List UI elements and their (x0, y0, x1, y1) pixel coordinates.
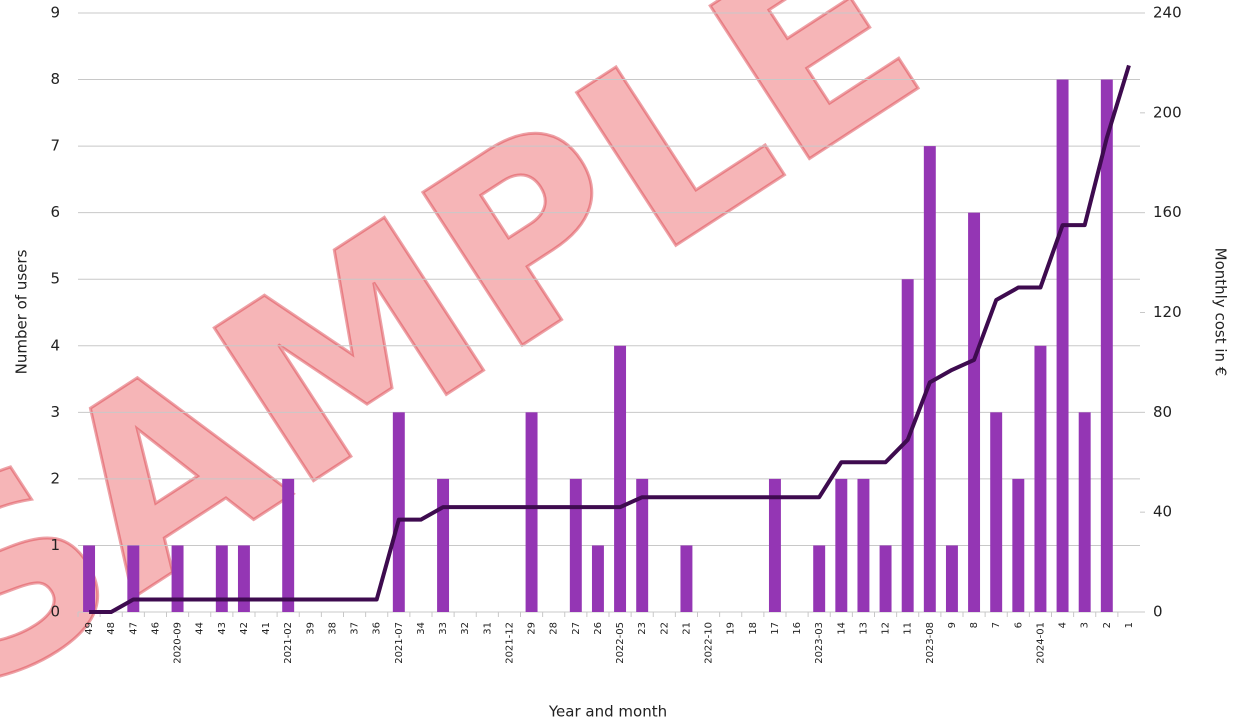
bar (945, 545, 958, 612)
x-tick-label: 28 (549, 622, 560, 635)
x-tick-label: 49 (84, 622, 95, 635)
y2-tick-label: 40 (1153, 503, 1172, 521)
x-tick-label: 34 (416, 622, 427, 635)
bar (525, 412, 538, 612)
bar (83, 545, 96, 612)
bar (392, 412, 405, 612)
x-tick-label: 44 (195, 622, 206, 635)
x-tick-label: 26 (593, 622, 604, 635)
x-tick-label: 11 (903, 622, 914, 635)
x-tick-label: 29 (527, 622, 538, 635)
y-tick-label: 9 (50, 4, 60, 22)
x-tick-label: 2021-07 (394, 622, 405, 664)
bar (1100, 79, 1113, 613)
y-tick-label: 1 (50, 536, 60, 554)
x-tick-label: 2024-01 (1035, 622, 1046, 664)
bar (614, 345, 627, 612)
x-tick-label: 32 (460, 622, 471, 635)
bar (857, 478, 870, 612)
bar (1078, 412, 1091, 612)
bar (437, 478, 450, 612)
x-tick-label: 1 (1124, 622, 1135, 628)
x-tick-label: 23 (637, 622, 648, 635)
y-tick-label: 5 (50, 270, 60, 288)
bar (923, 146, 936, 612)
bar (171, 545, 184, 612)
y2-tick-label: 200 (1153, 103, 1182, 121)
bar (215, 545, 228, 612)
y2-tick-label: 160 (1153, 203, 1182, 221)
bar (680, 545, 693, 612)
x-tick-label: 46 (150, 622, 161, 635)
x-tick-label: 2023-08 (925, 622, 936, 664)
bar (127, 545, 140, 612)
y2-axis-title: Monthly cost in € (1212, 248, 1230, 377)
y-tick-label: 2 (50, 469, 60, 487)
x-tick-label: 6 (1013, 622, 1024, 628)
y2-tick-label: 80 (1153, 403, 1172, 421)
bar (1056, 79, 1069, 613)
x-tick-label: 39 (305, 622, 316, 635)
bar (1012, 478, 1025, 612)
x-tick-label: 42 (239, 622, 250, 635)
x-tick-label: 13 (858, 622, 869, 635)
x-tick-label: 38 (327, 622, 338, 635)
x-tick-label: 27 (571, 622, 582, 635)
x-axis-title: Year and month (548, 703, 667, 721)
bar (591, 545, 604, 612)
x-tick-label: 22 (659, 622, 670, 635)
y-tick-label: 7 (50, 137, 60, 155)
x-tick-label: 2022-05 (615, 622, 626, 664)
x-tick-label: 8 (969, 622, 980, 628)
y2-tick-label: 240 (1153, 4, 1182, 22)
bar (1034, 345, 1047, 612)
x-tick-label: 31 (482, 622, 493, 635)
bar (768, 478, 781, 612)
x-tick-label: 17 (770, 622, 781, 635)
bar (901, 279, 914, 612)
line (89, 64, 1131, 614)
y2-tick-label: 120 (1153, 303, 1182, 321)
bar (282, 478, 295, 612)
x-tick-label: 2020-09 (173, 622, 184, 664)
x-tick-label: 12 (881, 622, 892, 635)
x-tick-label: 37 (350, 622, 361, 635)
x-tick-label: 14 (836, 622, 847, 635)
x-tick-label: 21 (681, 622, 692, 635)
x-tick-label: 41 (261, 622, 272, 635)
y-axis-title: Number of users (13, 249, 31, 374)
x-tick-label: 47 (128, 622, 139, 635)
x-tick-label: 2021-12 (504, 622, 515, 664)
x-tick-label: 2 (1102, 622, 1113, 628)
bar (636, 478, 649, 612)
bar (569, 478, 582, 612)
x-tick-label: 4 (1058, 622, 1069, 628)
x-tick-label: 2021-02 (283, 622, 294, 664)
y-tick-label: 4 (50, 336, 60, 354)
y-tick-label: 0 (50, 603, 60, 621)
bar (968, 212, 981, 612)
y-tick-label: 6 (50, 203, 60, 221)
x-tick-label: 48 (106, 622, 117, 635)
bar (990, 412, 1003, 612)
bar (879, 545, 892, 612)
bar (237, 545, 250, 612)
x-tick-label: 18 (748, 622, 759, 635)
x-tick-label: 43 (217, 622, 228, 635)
x-tick-label: 36 (372, 622, 383, 635)
x-tick-label: 3 (1080, 622, 1091, 628)
x-tick-label: 2022-10 (704, 622, 715, 664)
x-tick-label: 2023-03 (814, 622, 825, 664)
x-tick-label: 9 (947, 622, 958, 628)
bar (813, 545, 826, 612)
x-tick-label: 33 (438, 622, 449, 635)
x-tick-label: 19 (726, 622, 737, 635)
y-tick-label: 3 (50, 403, 60, 421)
y-tick-label: 8 (50, 70, 60, 88)
y2-tick-label: 0 (1153, 603, 1163, 621)
x-tick-label: 7 (991, 622, 1002, 628)
bar (835, 478, 848, 612)
x-tick-label: 16 (792, 622, 803, 635)
